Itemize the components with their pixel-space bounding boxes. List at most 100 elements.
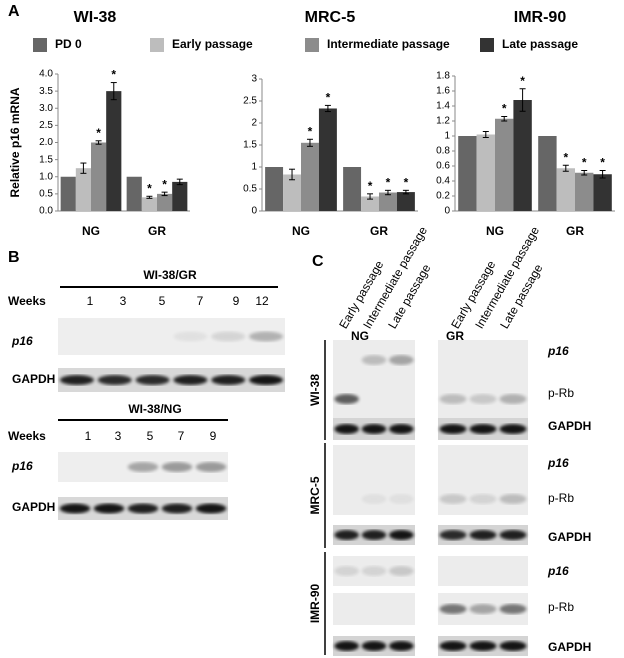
y-tick-label: 2.5 xyxy=(243,96,257,107)
weeks-label: Weeks xyxy=(8,294,46,308)
row-label: p16 xyxy=(11,334,33,348)
significance-mark: * xyxy=(147,181,152,195)
x-tick-label: NG xyxy=(486,224,504,238)
bar xyxy=(283,174,301,211)
row-label: GAPDH xyxy=(12,372,55,386)
y-tick-label: 4.0 xyxy=(39,69,53,80)
bar xyxy=(556,168,575,211)
blot-band xyxy=(499,604,527,614)
weeks-label: Weeks xyxy=(8,429,46,443)
legend-swatch xyxy=(480,38,494,52)
week-number: 12 xyxy=(255,294,269,308)
week-number: 7 xyxy=(178,429,185,443)
y-tick-label: 1 xyxy=(251,162,257,173)
y-tick-label: 1.5 xyxy=(243,140,257,151)
week-number: 7 xyxy=(197,294,204,308)
blot-band xyxy=(249,375,284,385)
blot-strip xyxy=(333,445,415,483)
blot-band xyxy=(93,503,125,514)
blot-strip xyxy=(438,340,528,380)
y-tick-label: 1.8 xyxy=(436,71,450,82)
blot-band xyxy=(161,503,193,514)
row-label: p-Rb xyxy=(548,600,574,614)
x-tick-label: NG xyxy=(82,224,100,238)
blot-band xyxy=(439,530,467,540)
y-tick-label: 0 xyxy=(251,206,257,217)
y-tick-label: 1.6 xyxy=(436,86,450,97)
blot-strip xyxy=(333,593,415,625)
y-tick-label: 0.5 xyxy=(243,184,257,195)
y-tick-label: 0.0 xyxy=(39,206,53,217)
blot-band xyxy=(59,375,94,385)
bar xyxy=(172,181,188,211)
y-tick-label: 0.5 xyxy=(39,189,53,200)
row-label: p16 xyxy=(547,344,569,358)
blot-band xyxy=(439,604,467,614)
week-number: 3 xyxy=(120,294,127,308)
blot-strip xyxy=(58,368,285,392)
blot-band xyxy=(499,494,527,504)
row-label: p-Rb xyxy=(548,491,574,505)
blot-strip xyxy=(438,556,528,586)
bar xyxy=(106,91,122,211)
legend-label: Early passage xyxy=(172,37,253,51)
y-tick-label: 3 xyxy=(251,74,257,85)
x-tick-label: GR xyxy=(566,224,584,238)
blot-band xyxy=(173,331,208,342)
blot-band xyxy=(469,604,497,614)
x-tick-label: GR xyxy=(370,224,388,238)
significance-mark: * xyxy=(502,102,507,116)
significance-mark: * xyxy=(368,179,373,193)
blot-band xyxy=(361,494,387,504)
blot-band xyxy=(389,641,414,651)
blot-band xyxy=(249,331,284,342)
bar xyxy=(538,136,557,211)
blot-band xyxy=(334,394,359,404)
blot-band xyxy=(389,494,414,504)
y-tick-label: 2.5 xyxy=(39,120,53,131)
blot-title: WI-38/GR xyxy=(143,268,197,282)
bar xyxy=(495,118,514,211)
condition-label: NG xyxy=(351,329,369,343)
bar xyxy=(265,167,284,211)
significance-mark: * xyxy=(386,175,391,189)
y-tick-label: 3.0 xyxy=(39,103,53,114)
blot-band xyxy=(499,424,527,434)
blot-band xyxy=(389,424,414,434)
chart-title: IMR-90 xyxy=(514,9,567,26)
panel-label: C xyxy=(312,253,324,270)
significance-mark: * xyxy=(111,68,116,82)
significance-mark: * xyxy=(326,91,331,105)
blot-band xyxy=(361,355,387,365)
row-label: GAPDH xyxy=(548,640,591,654)
bar xyxy=(75,168,91,211)
week-number: 3 xyxy=(115,429,122,443)
panel-label: A xyxy=(8,3,20,20)
blot-band xyxy=(361,530,387,540)
blot-band xyxy=(173,375,208,385)
cell-line-label: MRC-5 xyxy=(308,476,322,514)
blot-band xyxy=(211,331,246,342)
bar xyxy=(593,174,612,211)
condition-label: GR xyxy=(446,329,464,343)
bar xyxy=(157,193,173,211)
blot-band xyxy=(127,503,159,514)
blot-strip xyxy=(58,318,285,355)
blot-band xyxy=(127,462,159,472)
blot-band xyxy=(59,503,91,514)
bar xyxy=(318,108,337,211)
significance-mark: * xyxy=(404,175,409,189)
chart-title: WI-38 xyxy=(74,9,117,26)
y-tick-label: 0 xyxy=(444,206,450,217)
blot-band xyxy=(334,424,359,434)
legend-swatch xyxy=(305,38,319,52)
blot-band xyxy=(334,641,359,651)
bar xyxy=(379,192,397,211)
bar xyxy=(513,100,532,211)
y-tick-label: 0.6 xyxy=(436,161,450,172)
y-tick-label: 0.2 xyxy=(436,191,450,202)
x-tick-label: GR xyxy=(148,224,166,238)
blot-band xyxy=(469,424,497,434)
significance-mark: * xyxy=(96,126,101,140)
